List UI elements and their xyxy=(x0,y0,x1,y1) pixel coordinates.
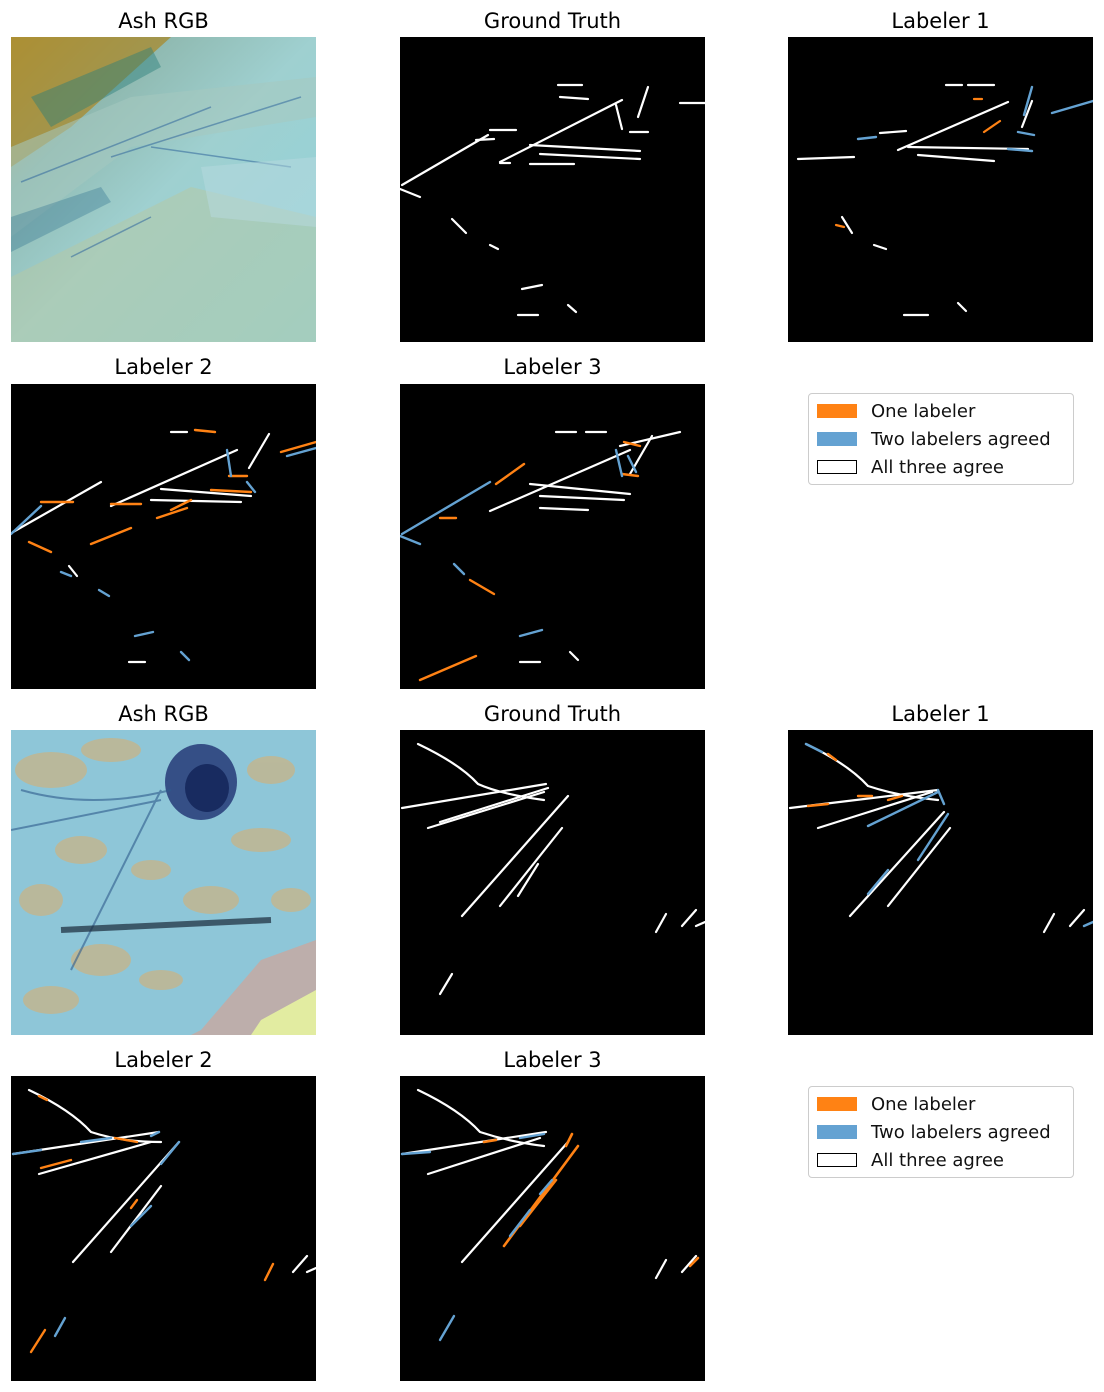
panel-title-ash-rgb-1: Ash RGB xyxy=(118,9,209,33)
legend-item-two-labelers: Two labelers agreed xyxy=(817,1121,1051,1143)
panel-title-ground-truth-2: Ground Truth xyxy=(483,702,622,726)
blue-swatch-icon xyxy=(817,432,857,446)
orange-swatch-icon xyxy=(817,1097,857,1111)
panel-title-ground-truth-1: Ground Truth xyxy=(483,9,622,33)
legend-item-all-three: All three agree xyxy=(817,1149,1004,1171)
panel-title-labeler-1-a: Labeler 1 xyxy=(891,9,990,33)
labeler-2-mask-2 xyxy=(11,1076,316,1381)
legend-item-all-three: All three agree xyxy=(817,456,1004,478)
panel-title-labeler-2-a: Labeler 2 xyxy=(114,355,213,379)
legend-label-one-labeler: One labeler xyxy=(871,1093,976,1115)
legend-item-one-labeler: One labeler xyxy=(817,400,975,422)
labeler-3-mask-1 xyxy=(400,384,705,689)
panel-title-labeler-1-b: Labeler 1 xyxy=(891,702,990,726)
ash-rgb-image-2 xyxy=(11,730,316,1035)
legend-label-all-three: All three agree xyxy=(871,456,1004,478)
labeler-1-mask-1 xyxy=(788,37,1093,342)
legend-label-two-labelers: Two labelers agreed xyxy=(871,428,1051,450)
white-swatch-icon xyxy=(817,460,857,474)
panel-title-labeler-2-b: Labeler 2 xyxy=(114,1048,213,1072)
labeler-2-mask-1 xyxy=(11,384,316,689)
panel-title-labeler-3-b: Labeler 3 xyxy=(503,1048,602,1072)
labeler-3-mask-2 xyxy=(400,1076,705,1381)
ground-truth-mask-1 xyxy=(400,37,705,342)
labeler-1-mask-2 xyxy=(788,730,1093,1035)
white-swatch-icon xyxy=(817,1153,857,1167)
panel-title-ash-rgb-2: Ash RGB xyxy=(118,702,209,726)
ash-rgb-image-1 xyxy=(11,37,316,342)
legend-item-one-labeler: One labeler xyxy=(817,1093,975,1115)
legend-item-two-labelers: Two labelers agreed xyxy=(817,428,1051,450)
legend-label-all-three: All three agree xyxy=(871,1149,1004,1171)
legend-1: One labeler Two labelers agreed All thre… xyxy=(808,393,1074,485)
legend-label-one-labeler: One labeler xyxy=(871,400,976,422)
ground-truth-mask-2 xyxy=(400,730,705,1035)
legend-label-two-labelers: Two labelers agreed xyxy=(871,1121,1051,1143)
blue-swatch-icon xyxy=(817,1125,857,1139)
panel-title-labeler-3-a: Labeler 3 xyxy=(503,355,602,379)
legend-2: One labeler Two labelers agreed All thre… xyxy=(808,1086,1074,1178)
orange-swatch-icon xyxy=(817,404,857,418)
